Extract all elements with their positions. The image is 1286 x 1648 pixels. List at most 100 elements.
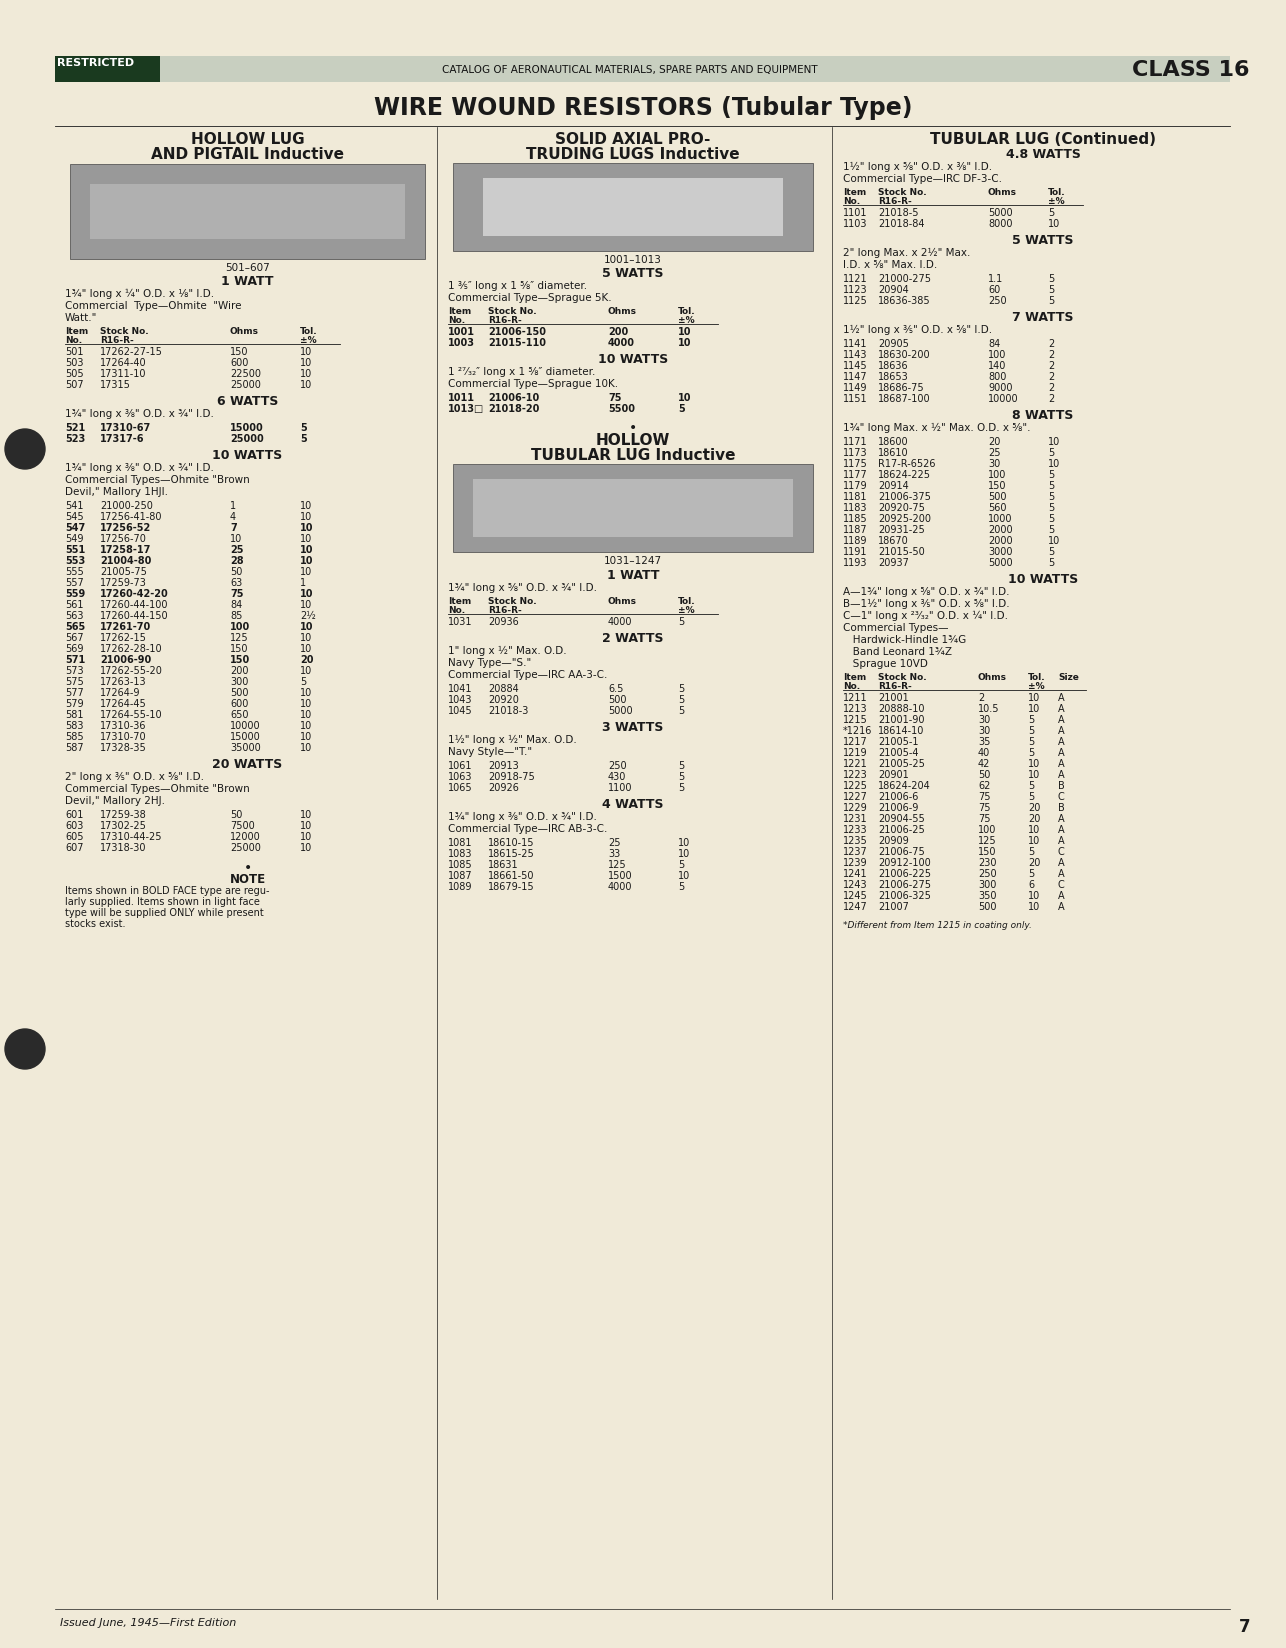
Text: 17311-10: 17311-10 xyxy=(100,369,147,379)
Text: 1 WATT: 1 WATT xyxy=(221,275,274,288)
Text: 20905: 20905 xyxy=(878,339,909,349)
Text: Ohms: Ohms xyxy=(608,307,637,316)
Text: CLASS 16: CLASS 16 xyxy=(1133,59,1250,81)
Text: 585: 585 xyxy=(66,732,84,742)
Text: Ohms: Ohms xyxy=(988,188,1017,196)
Text: 17310-70: 17310-70 xyxy=(100,732,147,742)
Text: Item: Item xyxy=(844,188,867,196)
Text: 5: 5 xyxy=(300,424,307,433)
Text: 500: 500 xyxy=(977,901,997,911)
Text: 200: 200 xyxy=(608,326,629,336)
Text: 17315: 17315 xyxy=(100,379,131,391)
Text: 21018-84: 21018-84 xyxy=(878,219,925,229)
Text: 18630-200: 18630-200 xyxy=(878,349,931,359)
Text: 21006-90: 21006-90 xyxy=(100,654,152,664)
Text: 8 WATTS: 8 WATTS xyxy=(1012,409,1074,422)
Text: 2: 2 xyxy=(1048,372,1055,382)
Text: 1.1: 1.1 xyxy=(988,274,1003,283)
Text: 75: 75 xyxy=(230,588,243,598)
Text: 5: 5 xyxy=(678,882,684,892)
Text: stocks exist.: stocks exist. xyxy=(66,918,126,928)
Text: 17318-30: 17318-30 xyxy=(100,842,147,852)
Text: 541: 541 xyxy=(66,501,84,511)
Text: R16-R-: R16-R- xyxy=(878,682,912,691)
Text: 17310-44-25: 17310-44-25 xyxy=(100,832,162,842)
Text: 600: 600 xyxy=(230,358,248,368)
Text: 10: 10 xyxy=(678,849,691,859)
Text: 5: 5 xyxy=(1028,868,1034,878)
Text: 10: 10 xyxy=(300,699,312,709)
Text: 10: 10 xyxy=(300,346,312,356)
Text: 20926: 20926 xyxy=(487,783,518,793)
Text: 100: 100 xyxy=(988,470,1007,480)
Circle shape xyxy=(5,1030,45,1070)
Bar xyxy=(453,465,813,552)
Text: 10 WATTS: 10 WATTS xyxy=(598,353,669,366)
Text: 2: 2 xyxy=(1048,339,1055,349)
Text: 5: 5 xyxy=(678,616,684,626)
Text: 10: 10 xyxy=(1028,758,1040,768)
Text: 10.5: 10.5 xyxy=(977,704,999,714)
Text: Ohms: Ohms xyxy=(608,597,637,605)
Text: 21006-25: 21006-25 xyxy=(878,824,925,834)
Text: 571: 571 xyxy=(66,654,85,664)
Text: 35: 35 xyxy=(977,737,990,747)
Text: 150: 150 xyxy=(977,847,997,857)
Text: 1½" long x ⅝" O.D. x ⅜" I.D.: 1½" long x ⅝" O.D. x ⅜" I.D. xyxy=(844,162,992,171)
Bar xyxy=(473,480,793,537)
Text: 17259-38: 17259-38 xyxy=(100,809,147,819)
Text: 12000: 12000 xyxy=(230,832,261,842)
Text: 1101: 1101 xyxy=(844,208,868,218)
Text: 559: 559 xyxy=(66,588,85,598)
Text: Issued June, 1945—First Edition: Issued June, 1945—First Edition xyxy=(60,1617,237,1627)
Text: 1223: 1223 xyxy=(844,770,868,780)
Text: 21018-3: 21018-3 xyxy=(487,705,529,715)
Text: 125: 125 xyxy=(608,860,626,870)
Text: 1213: 1213 xyxy=(844,704,868,714)
Text: 1125: 1125 xyxy=(844,297,868,307)
Text: 75: 75 xyxy=(977,791,990,801)
Text: 553: 553 xyxy=(66,555,85,565)
Text: No.: No. xyxy=(448,316,466,325)
Text: 5: 5 xyxy=(1048,503,1055,513)
Text: 22500: 22500 xyxy=(230,369,261,379)
Text: 5: 5 xyxy=(300,677,306,687)
Text: Stock No.: Stock No. xyxy=(878,188,927,196)
Text: 17317-6: 17317-6 xyxy=(100,433,144,443)
Text: 75: 75 xyxy=(977,814,990,824)
Text: 10: 10 xyxy=(300,710,312,720)
Text: 10: 10 xyxy=(300,809,312,819)
Text: 1 WATT: 1 WATT xyxy=(607,569,660,582)
Text: Items shown in BOLD FACE type are regu-: Items shown in BOLD FACE type are regu- xyxy=(66,885,270,895)
Text: 5: 5 xyxy=(1048,274,1055,283)
Text: Commercial Types—: Commercial Types— xyxy=(844,623,949,633)
Text: 500: 500 xyxy=(988,491,1007,501)
Text: Ohms: Ohms xyxy=(977,672,1007,682)
Text: 5 WATTS: 5 WATTS xyxy=(1012,234,1074,247)
Text: larly supplied. Items shown in light face: larly supplied. Items shown in light fac… xyxy=(66,897,260,906)
Text: 1041: 1041 xyxy=(448,684,472,694)
Text: HOLLOW: HOLLOW xyxy=(595,433,670,448)
Text: 17263-13: 17263-13 xyxy=(100,677,147,687)
Text: 21015-50: 21015-50 xyxy=(878,547,925,557)
Text: 10: 10 xyxy=(300,732,312,742)
Text: 10: 10 xyxy=(300,842,312,852)
Text: 10: 10 xyxy=(1048,219,1060,229)
Text: 1500: 1500 xyxy=(608,870,633,880)
Text: 20914: 20914 xyxy=(878,481,909,491)
Text: 10: 10 xyxy=(300,644,312,654)
Text: 300: 300 xyxy=(977,880,997,890)
Text: 1215: 1215 xyxy=(844,715,868,725)
Text: 5: 5 xyxy=(1048,448,1055,458)
Text: 84: 84 xyxy=(988,339,1001,349)
Text: 1121: 1121 xyxy=(844,274,868,283)
Text: 500: 500 xyxy=(230,687,248,697)
Text: 300: 300 xyxy=(230,677,248,687)
Text: 1083: 1083 xyxy=(448,849,472,859)
Text: 18687-100: 18687-100 xyxy=(878,394,931,404)
Text: 583: 583 xyxy=(66,720,84,730)
Text: 10: 10 xyxy=(300,633,312,643)
Text: 5: 5 xyxy=(1048,491,1055,501)
Text: 10: 10 xyxy=(1028,901,1040,911)
Text: 17259-73: 17259-73 xyxy=(100,578,147,588)
